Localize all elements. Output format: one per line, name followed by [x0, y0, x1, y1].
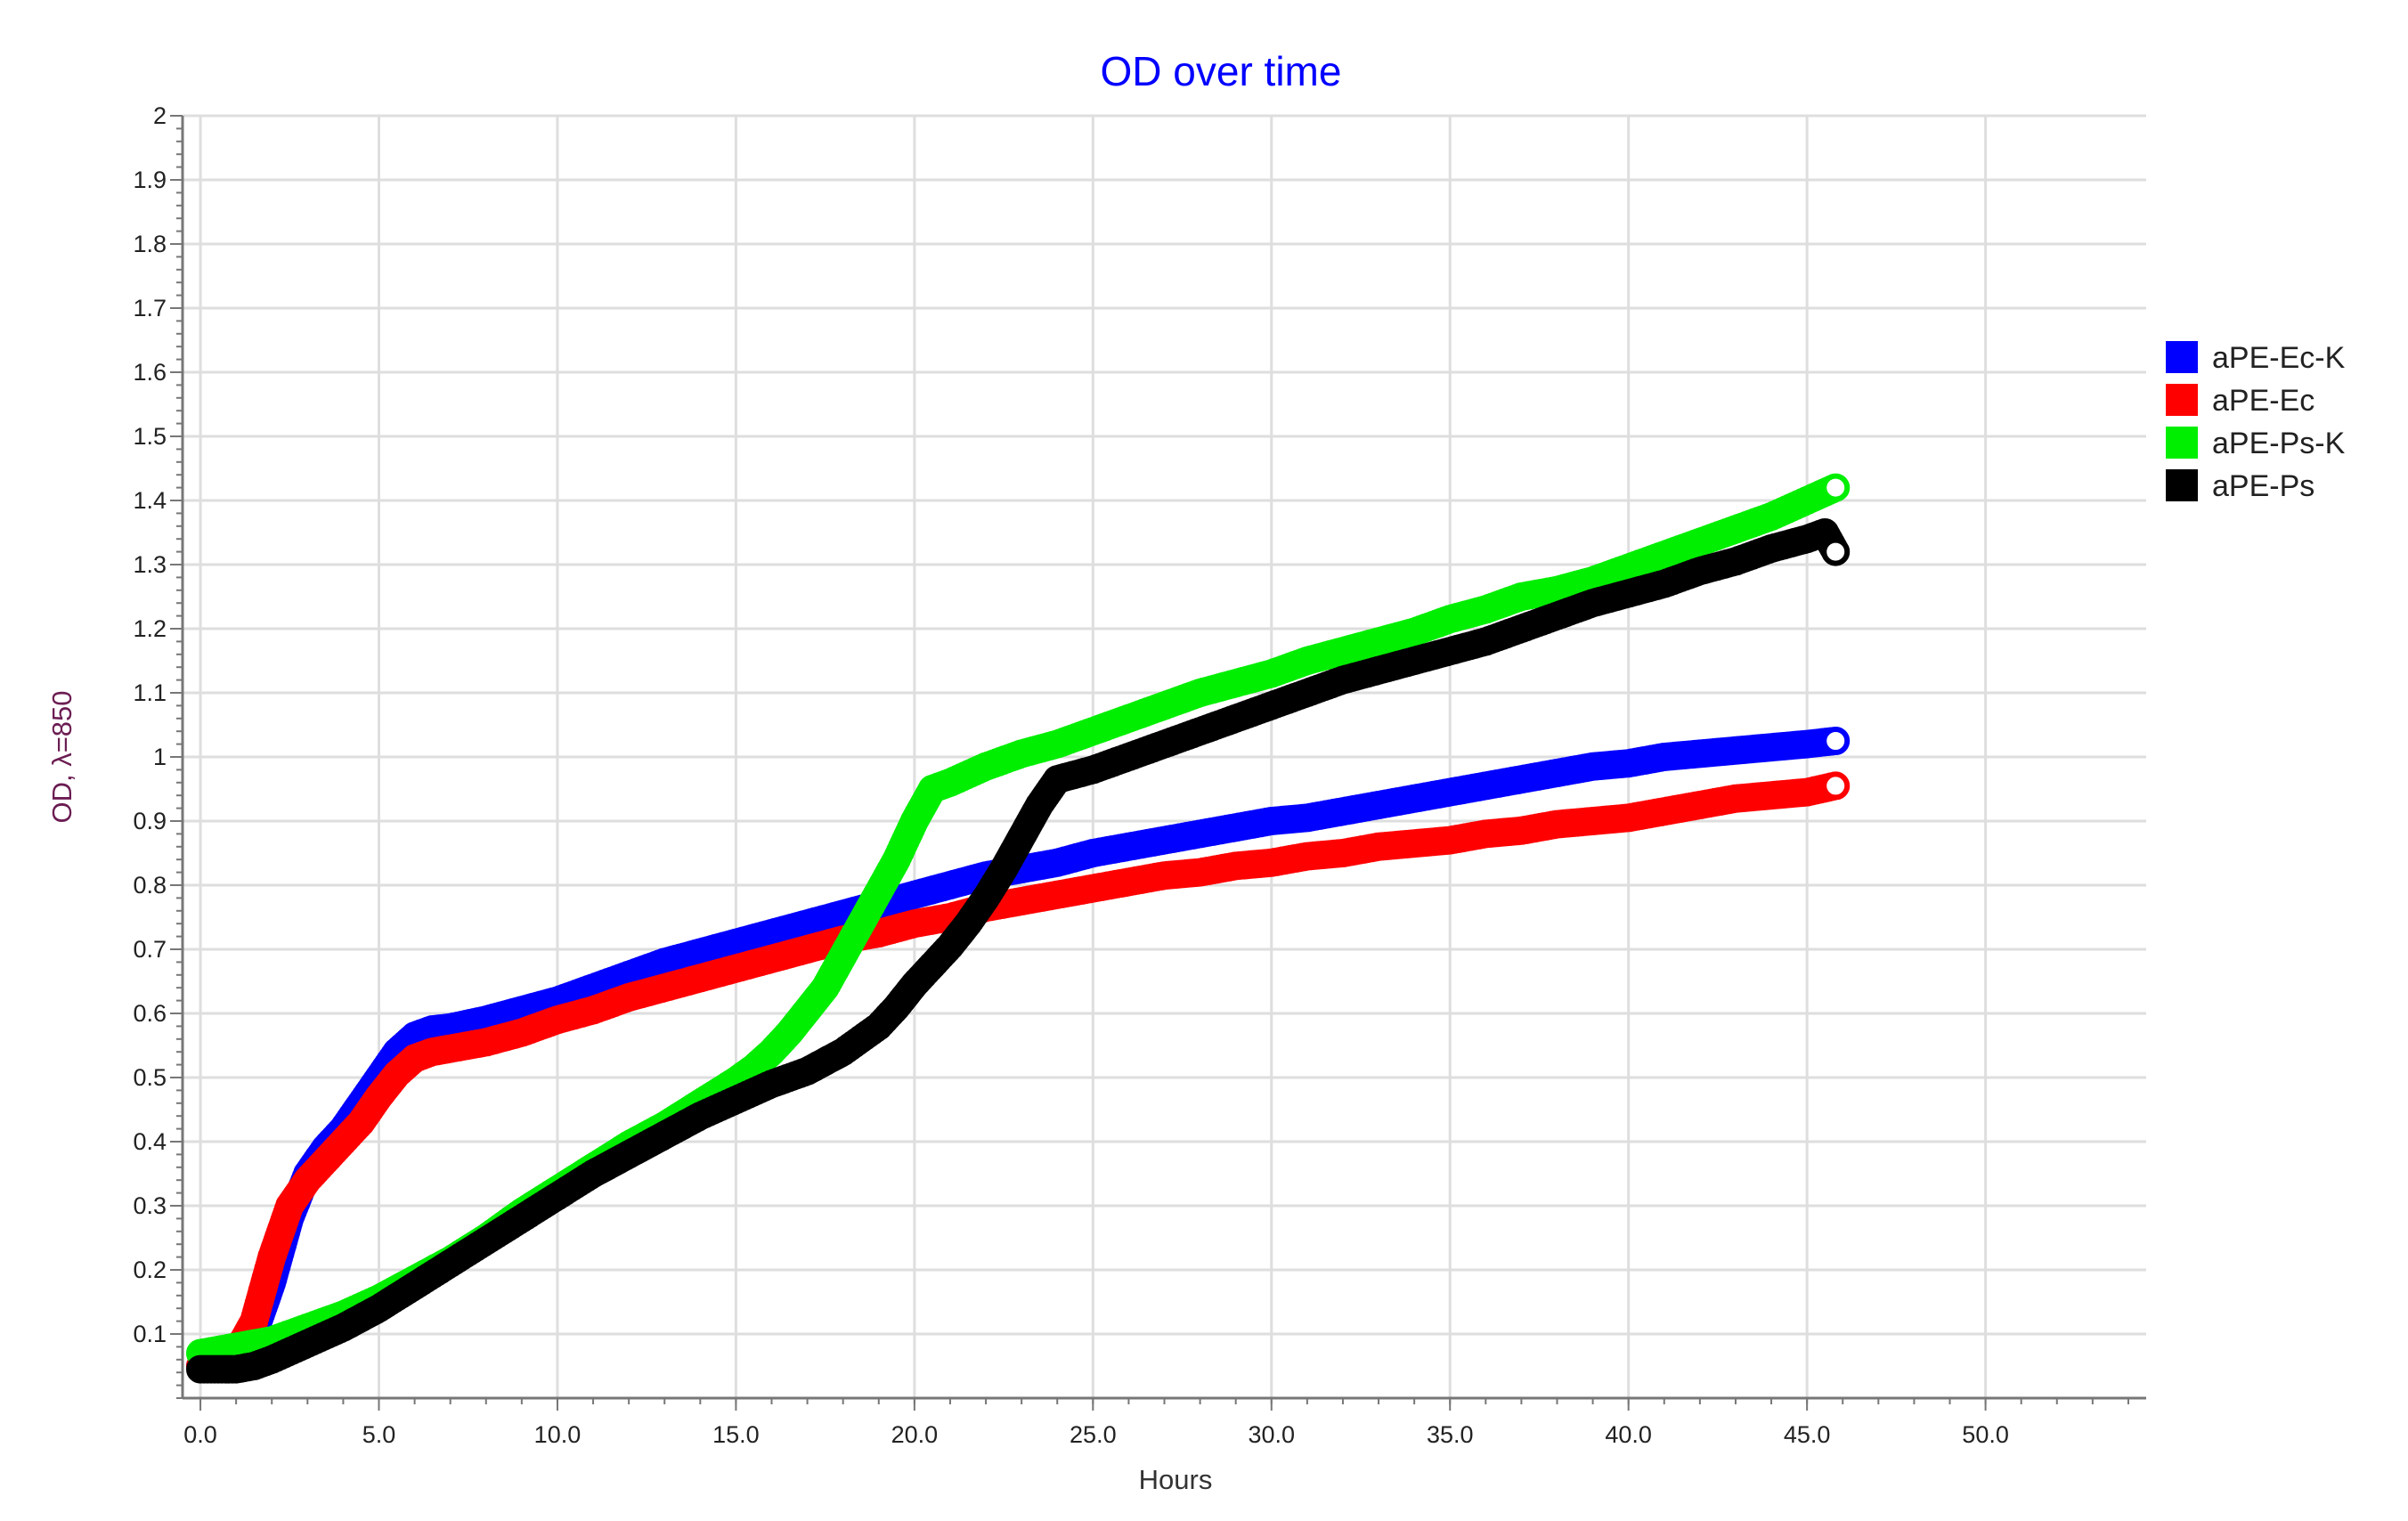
- legend[interactable]: aPE-Ec-K aPE-Ec aPE-Ps-K aPE-Ps: [2166, 341, 2346, 503]
- x-tick-label: 30.0: [1248, 1421, 1295, 1448]
- y-tick-label: 2: [153, 102, 167, 129]
- legend-swatch: [2166, 341, 2198, 373]
- data-point-last: [1821, 473, 1851, 502]
- y-axis-title: OD, λ=850: [46, 690, 77, 823]
- x-axis-title: Hours: [1139, 1464, 1213, 1495]
- axes: [170, 115, 2146, 1411]
- series-aPE-Ps: [186, 518, 1851, 1384]
- x-tick-label: 5.0: [362, 1421, 396, 1448]
- y-tick-label: 1.9: [133, 167, 167, 193]
- y-tick-label: 1.2: [133, 615, 167, 642]
- legend-swatch: [2166, 384, 2198, 416]
- y-tick-label: 0.2: [133, 1257, 167, 1283]
- data-series: [186, 473, 1851, 1384]
- legend-item-aPE-Ec[interactable]: aPE-Ec: [2166, 384, 2314, 418]
- y-tick-label: 1.3: [133, 551, 167, 578]
- x-tick-label: 0.0: [183, 1421, 217, 1448]
- y-tick-label: 1.5: [133, 423, 167, 450]
- legend-item-aPE-Ps-K[interactable]: aPE-Ps-K: [2166, 427, 2346, 460]
- x-tick-label: 35.0: [1427, 1421, 1474, 1448]
- series-aPE-Ec: [186, 771, 1851, 1380]
- legend-swatch: [2166, 427, 2198, 459]
- y-tick-label: 1.6: [133, 359, 167, 386]
- data-point-last: [1821, 537, 1851, 566]
- y-tick-label: 1.7: [133, 295, 167, 321]
- y-tick-label: 0.7: [133, 936, 167, 963]
- x-tick-label: 25.0: [1070, 1421, 1117, 1448]
- legend-label: aPE-Ps: [2212, 469, 2314, 503]
- x-tick-label: 40.0: [1605, 1421, 1652, 1448]
- legend-swatch: [2166, 469, 2198, 501]
- legend-label: aPE-Ec: [2212, 384, 2314, 418]
- data-point-last: [1821, 771, 1851, 801]
- x-tick-label: 20.0: [891, 1421, 939, 1448]
- legend-item-aPE-Ps[interactable]: aPE-Ps: [2166, 469, 2314, 503]
- tick-labels: 0.1 0.2 0.3 0.4 0.5 0.6 0.7 0.8 0.9 1 1.1 1.2 1.3 1.4…: [133, 102, 2008, 1448]
- y-tick-label: 0.9: [133, 808, 167, 834]
- x-tick-label: 10.0: [534, 1421, 582, 1448]
- y-tick-label: 0.1: [133, 1321, 167, 1347]
- y-tick-label: 1.1: [133, 679, 167, 706]
- y-tick-label: 1.8: [133, 231, 167, 257]
- legend-item-aPE-Ec-K[interactable]: aPE-Ec-K: [2166, 341, 2346, 375]
- y-tick-label: 0.3: [133, 1192, 167, 1219]
- legend-label: aPE-Ps-K: [2212, 427, 2346, 460]
- x-tick-label: 50.0: [1962, 1421, 2009, 1448]
- chart-title: OD over time: [1101, 48, 1342, 94]
- data-point-last: [1821, 727, 1851, 755]
- y-tick-label: 0.4: [133, 1128, 167, 1155]
- y-tick-label: 1: [153, 744, 167, 770]
- x-tick-label: 15.0: [712, 1421, 760, 1448]
- y-tick-label: 1.4: [133, 487, 167, 514]
- y-tick-label: 0.8: [133, 872, 167, 899]
- y-tick-label: 0.5: [133, 1064, 167, 1091]
- legend-label: aPE-Ec-K: [2212, 341, 2346, 375]
- x-tick-label: 45.0: [1784, 1421, 1831, 1448]
- y-tick-label: 0.6: [133, 1000, 167, 1027]
